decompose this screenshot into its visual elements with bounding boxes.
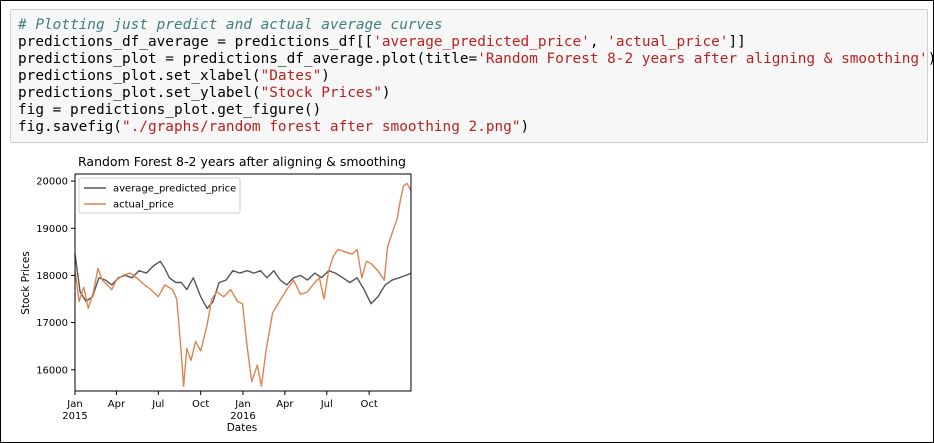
output-area: Random Forest 8-2 years after aligning &… (10, 149, 928, 439)
x-tick-label: Apr (276, 399, 294, 410)
code-cell[interactable]: # Plotting just predict and actual avera… (10, 9, 934, 143)
code-string: "./graphs/random forest after smoothing … (121, 119, 521, 135)
y-tick-label: 17000 (36, 318, 68, 329)
y-tick-label: 19000 (36, 224, 68, 235)
code-line: predictions_df_average = predictions_df[… (18, 34, 934, 51)
legend-label-predicted: average_predicted_price (113, 184, 236, 195)
code-editor[interactable]: # Plotting just predict and actual avera… (18, 17, 934, 136)
code-string: "Dates" (260, 68, 322, 84)
x-tick-label: Apr (108, 399, 126, 410)
code-token: predictions_plot.set_ylabel( (18, 85, 261, 101)
code-token: fig = predictions_plot.get_figure() (18, 102, 322, 118)
code-token: ]] (728, 34, 746, 50)
x-tick-label: Oct (360, 399, 377, 410)
code-token: ) (381, 85, 391, 101)
chart-title: Random Forest 8-2 years after aligning &… (78, 154, 406, 169)
code-token: predictions_plot = predictions_df_averag… (18, 51, 478, 67)
code-token: predictions_df_average = predictions_df[… (18, 34, 374, 50)
code-token: fig.savefig( (18, 119, 122, 135)
code-line: fig.savefig("./graphs/random forest afte… (18, 119, 934, 136)
code-token: , (589, 34, 608, 50)
x-tick-year-label: 2016 (230, 411, 255, 422)
code-token: ) (928, 51, 934, 67)
code-line: fig = predictions_plot.get_figure() (18, 102, 934, 119)
x-tick-label: Jan (234, 399, 250, 410)
y-axis-label: Stock Prices (20, 251, 32, 314)
x-tick-label: Jul (151, 399, 164, 410)
series-line-predicted (74, 254, 412, 310)
code-string: 'Random Forest 8-2 years after aligning … (477, 51, 928, 67)
x-axis-label: Dates (227, 422, 258, 434)
y-tick-label: 18000 (36, 271, 68, 282)
y-tick-label: 16000 (36, 365, 68, 376)
x-tick-year-label: 2015 (62, 411, 87, 422)
code-line: # Plotting just predict and actual avera… (18, 17, 934, 34)
code-comment: # Plotting just predict and actual avera… (18, 17, 443, 33)
code-line: predictions_plot.set_xlabel("Dates") (18, 68, 934, 85)
code-string: 'actual_price' (607, 34, 729, 50)
code-line: predictions_plot = predictions_df_averag… (18, 51, 934, 68)
code-token: ) (520, 119, 530, 135)
y-tick-label: 20000 (36, 177, 68, 188)
code-line: predictions_plot.set_ylabel("Stock Price… (18, 85, 934, 102)
x-tick-label: Oct (192, 399, 209, 410)
legend-label-actual: actual_price (113, 200, 174, 211)
code-token: predictions_plot.set_xlabel( (18, 68, 261, 84)
code-string: 'average_predicted_price' (373, 34, 590, 50)
legend-box (78, 177, 241, 214)
series-line-actual (74, 182, 412, 388)
x-tick-label: Jan (66, 399, 82, 410)
chart-legend: average_predicted_price actual_price (78, 177, 241, 214)
code-string: "Stock Prices" (260, 85, 382, 101)
x-tick-label: Jul (320, 399, 333, 410)
code-token: ) (321, 68, 330, 84)
line-chart: Random Forest 8-2 years after aligning &… (20, 154, 412, 434)
